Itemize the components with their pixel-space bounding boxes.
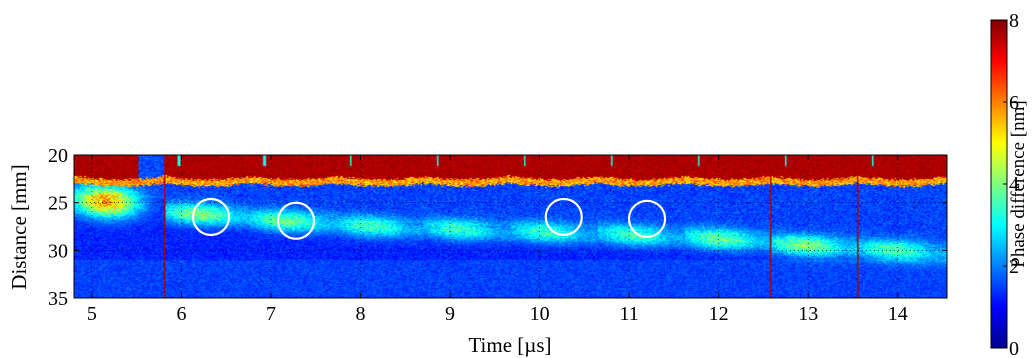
x-tick-label: 8: [356, 303, 366, 325]
colorbar-tick-label: 6: [1009, 92, 1019, 114]
x-tick-label: 10: [530, 303, 550, 325]
y-axis-ticks: 20 25 30 35: [48, 145, 947, 310]
feature-circle: [276, 201, 316, 240]
x-axis-ticks: 5 6 7 8 9 10 11 12 13 14: [87, 155, 908, 325]
colorbar-tick-label: 2: [1009, 256, 1019, 278]
colorbar-ticks: 0 2 4 6 8: [1003, 10, 1019, 358]
frame-circles: [191, 197, 667, 240]
plot-border: [73, 154, 948, 299]
colorbar-tick-label: 0: [1009, 338, 1019, 358]
x-tick-label: 13: [798, 303, 818, 325]
x-tick-label: 5: [87, 303, 97, 325]
feature-circle: [191, 197, 231, 237]
x-tick-label: 14: [888, 303, 908, 325]
y-tick-label: 35: [48, 288, 68, 310]
colorbar-tick-label: 8: [1009, 10, 1019, 32]
x-tick-label: 11: [620, 303, 639, 325]
feature-circle: [627, 199, 667, 238]
heatmap-raster: [74, 155, 947, 298]
x-tick-label: 9: [445, 303, 455, 325]
colorbar-label: Phase difference [nm]: [1008, 100, 1029, 267]
y-tick-label: 20: [48, 145, 68, 167]
feature-circle: [544, 197, 583, 237]
y-tick-label: 30: [48, 240, 68, 262]
y-tick-label: 25: [48, 193, 68, 215]
x-axis-label: Time [µs]: [468, 333, 551, 357]
y-axis-label: Distance [mm]: [7, 164, 31, 289]
colorbar-tick-label: 4: [1009, 174, 1019, 196]
x-tick-label: 12: [709, 303, 729, 325]
x-tick-label: 6: [176, 303, 186, 325]
heatmap-image: [74, 155, 947, 298]
x-tick-label: 7: [266, 303, 276, 325]
